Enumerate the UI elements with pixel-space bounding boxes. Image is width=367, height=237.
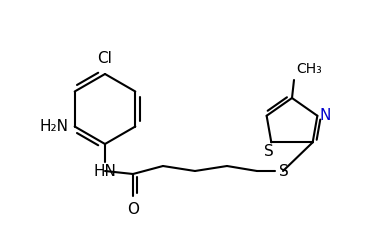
Text: N: N bbox=[319, 108, 331, 123]
Text: S: S bbox=[279, 164, 289, 178]
Text: Cl: Cl bbox=[98, 51, 112, 66]
Text: H₂N: H₂N bbox=[40, 119, 69, 134]
Text: HN: HN bbox=[94, 164, 116, 179]
Text: S: S bbox=[265, 144, 274, 159]
Text: CH₃: CH₃ bbox=[296, 62, 322, 76]
Text: O: O bbox=[127, 202, 139, 217]
